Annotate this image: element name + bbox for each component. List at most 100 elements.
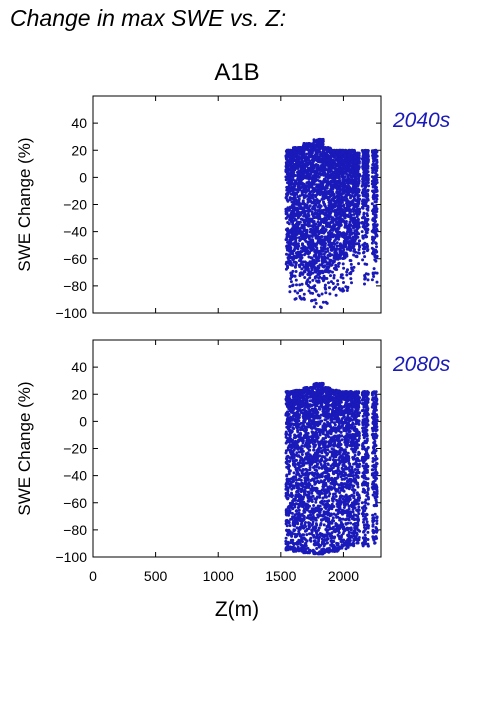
data-point — [348, 157, 352, 161]
data-point — [342, 281, 345, 284]
data-point — [288, 290, 292, 294]
data-point — [341, 165, 345, 169]
data-point — [323, 259, 327, 263]
data-point — [315, 247, 319, 251]
data-point — [326, 176, 330, 180]
data-point — [286, 153, 290, 157]
data-point — [300, 156, 304, 160]
data-point — [363, 154, 367, 158]
data-point — [365, 229, 369, 233]
data-point — [307, 192, 311, 196]
data-point — [366, 278, 370, 282]
data-point — [329, 225, 333, 229]
data-point — [339, 219, 343, 223]
data-point — [289, 238, 293, 242]
data-point — [334, 184, 338, 188]
data-point — [328, 237, 332, 241]
data-point — [295, 415, 299, 419]
data-point — [319, 246, 323, 250]
data-point — [348, 233, 352, 237]
data-point — [295, 434, 299, 438]
data-point — [307, 218, 311, 222]
data-point — [367, 184, 370, 188]
data-point — [310, 238, 314, 242]
data-point — [374, 200, 378, 204]
data-point — [338, 163, 342, 167]
data-point — [355, 215, 359, 219]
scatter-points — [284, 381, 379, 556]
data-point — [294, 481, 298, 485]
data-point — [356, 195, 360, 198]
data-point — [285, 215, 289, 219]
data-point — [371, 272, 375, 276]
data-point — [322, 185, 326, 189]
data-point — [348, 188, 352, 192]
data-point — [332, 286, 336, 290]
data-point — [333, 167, 337, 171]
data-point — [311, 271, 315, 275]
data-point — [292, 257, 296, 261]
data-point — [332, 156, 336, 159]
data-point — [332, 159, 336, 163]
data-point — [298, 540, 302, 544]
data-point — [307, 272, 310, 276]
data-point — [287, 222, 291, 226]
data-point — [349, 223, 353, 227]
data-point — [330, 253, 334, 257]
data-point — [371, 228, 375, 232]
data-point — [286, 439, 290, 443]
data-point — [362, 211, 366, 215]
data-point — [341, 250, 345, 254]
data-point — [300, 453, 304, 456]
data-point — [375, 233, 379, 237]
data-point — [295, 458, 298, 462]
data-point — [319, 183, 323, 187]
data-point — [286, 163, 290, 167]
data-point — [295, 509, 299, 513]
data-point — [298, 263, 302, 267]
y-tick-label: 0 — [79, 169, 87, 185]
data-point — [292, 167, 295, 171]
y-tick-label: 40 — [71, 359, 87, 375]
data-point — [323, 283, 327, 287]
data-point — [291, 283, 295, 287]
data-point — [322, 208, 326, 212]
data-point — [307, 145, 311, 148]
data-point — [294, 222, 298, 226]
data-point — [343, 256, 347, 260]
data-point — [341, 151, 345, 155]
data-point — [326, 206, 330, 210]
data-point — [364, 185, 367, 189]
data-point — [365, 262, 369, 266]
data-point — [339, 288, 343, 292]
data-point — [293, 532, 297, 536]
data-point — [327, 217, 331, 221]
data-point — [347, 154, 351, 157]
data-point — [289, 280, 293, 284]
data-point — [304, 187, 308, 191]
data-point — [293, 446, 296, 450]
data-point — [292, 497, 296, 501]
data-point — [296, 506, 300, 510]
data-point — [315, 185, 319, 189]
data-point — [371, 154, 375, 158]
data-point — [310, 268, 314, 272]
data-point — [306, 200, 310, 204]
data-point — [293, 202, 297, 206]
data-point — [294, 218, 298, 222]
data-point — [303, 210, 307, 214]
data-point — [286, 533, 290, 537]
data-point — [331, 173, 335, 177]
data-point — [347, 168, 351, 172]
data-point — [313, 227, 317, 231]
data-point — [349, 277, 353, 281]
data-point — [301, 468, 305, 471]
data-point — [321, 195, 325, 199]
data-point — [370, 278, 374, 282]
data-point — [362, 251, 365, 255]
data-point — [286, 506, 290, 509]
data-point — [373, 253, 377, 257]
data-point — [293, 297, 297, 301]
data-point — [341, 178, 345, 181]
data-point — [309, 165, 313, 169]
